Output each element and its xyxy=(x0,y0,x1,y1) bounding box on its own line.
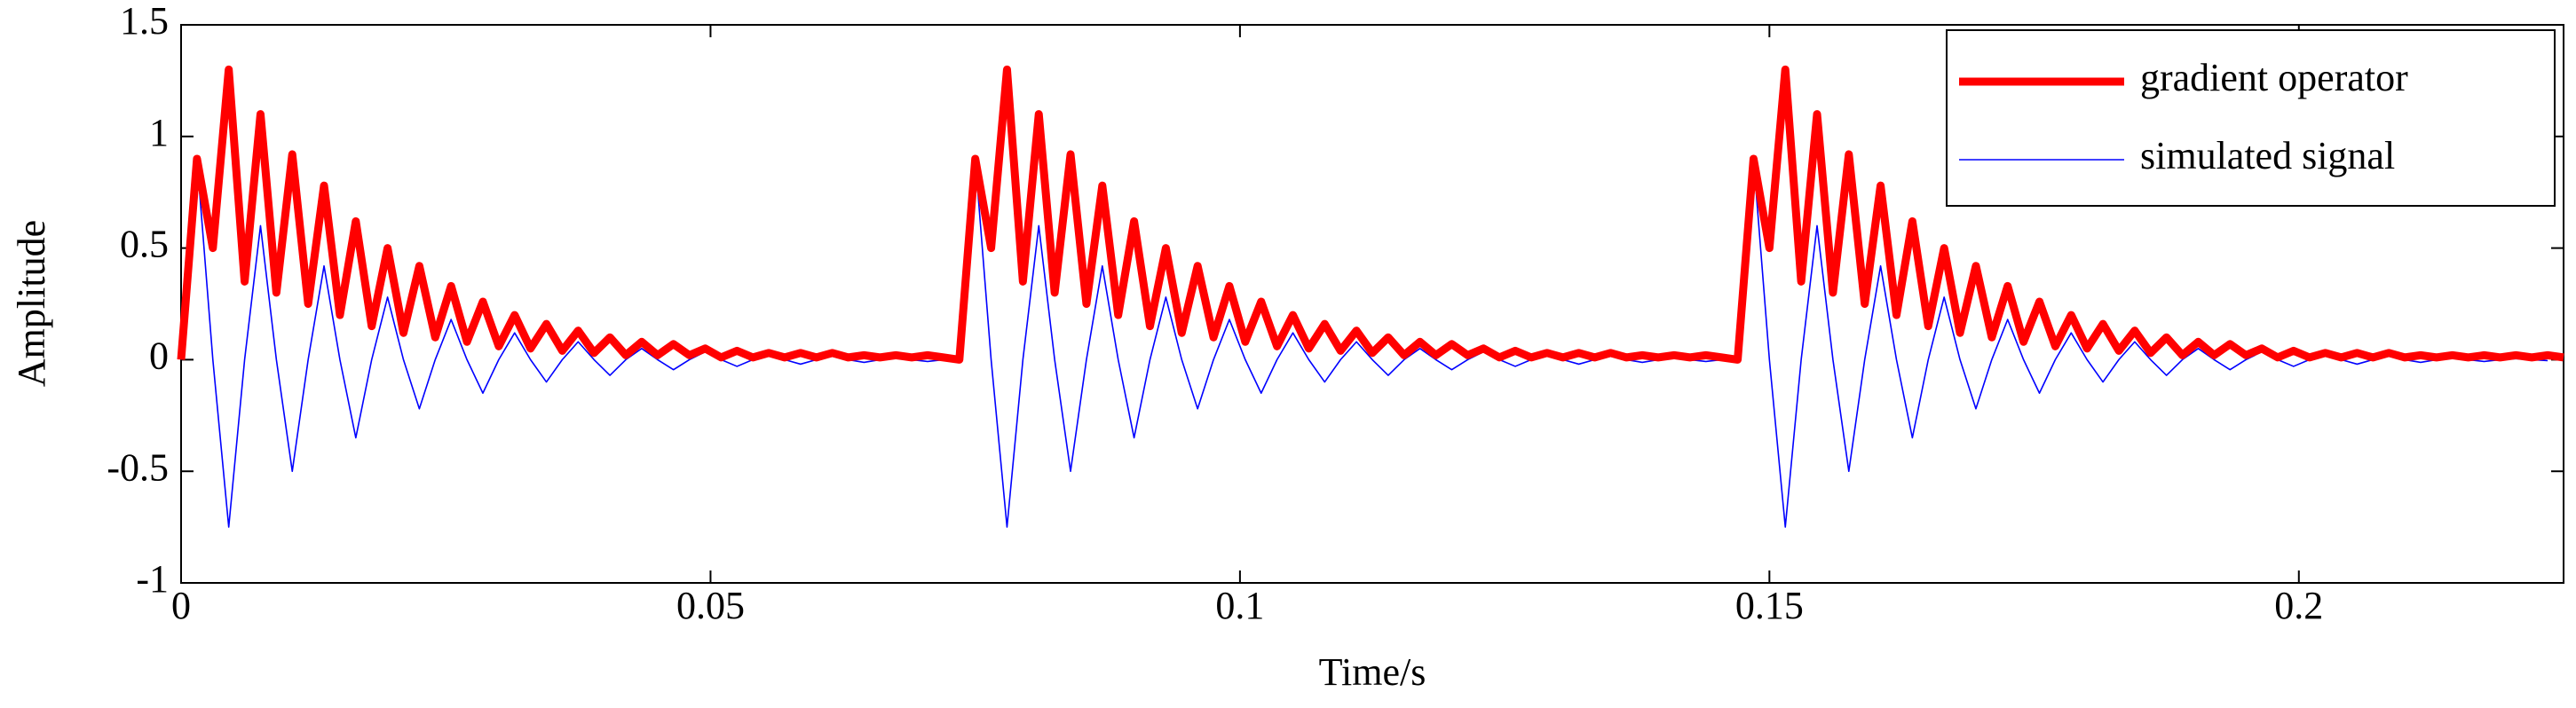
x-tick-label: 0.15 xyxy=(1735,584,1804,627)
y-tick-label: 0 xyxy=(149,334,169,377)
legend-label: simulated signal xyxy=(2140,134,2395,177)
series-line xyxy=(180,158,2548,528)
x-tick-label: 0 xyxy=(171,584,191,627)
y-tick-label: 0.5 xyxy=(120,223,169,266)
x-axis-label: Time/s xyxy=(1319,650,1426,694)
legend-label: gradient operator xyxy=(2140,56,2408,99)
y-tick-label: -0.5 xyxy=(107,445,169,489)
series-line xyxy=(177,65,2564,364)
y-tick-label: 1 xyxy=(149,111,169,154)
y-tick-label: -1 xyxy=(136,557,169,601)
x-tick-label: 0.1 xyxy=(1215,584,1264,627)
y-axis-label: Amplitude xyxy=(10,220,53,387)
x-tick-label: 0.05 xyxy=(676,584,745,627)
legend-box xyxy=(1946,29,2556,207)
x-tick-label: 0.2 xyxy=(2274,584,2323,627)
y-tick-label: 1.5 xyxy=(120,0,169,43)
